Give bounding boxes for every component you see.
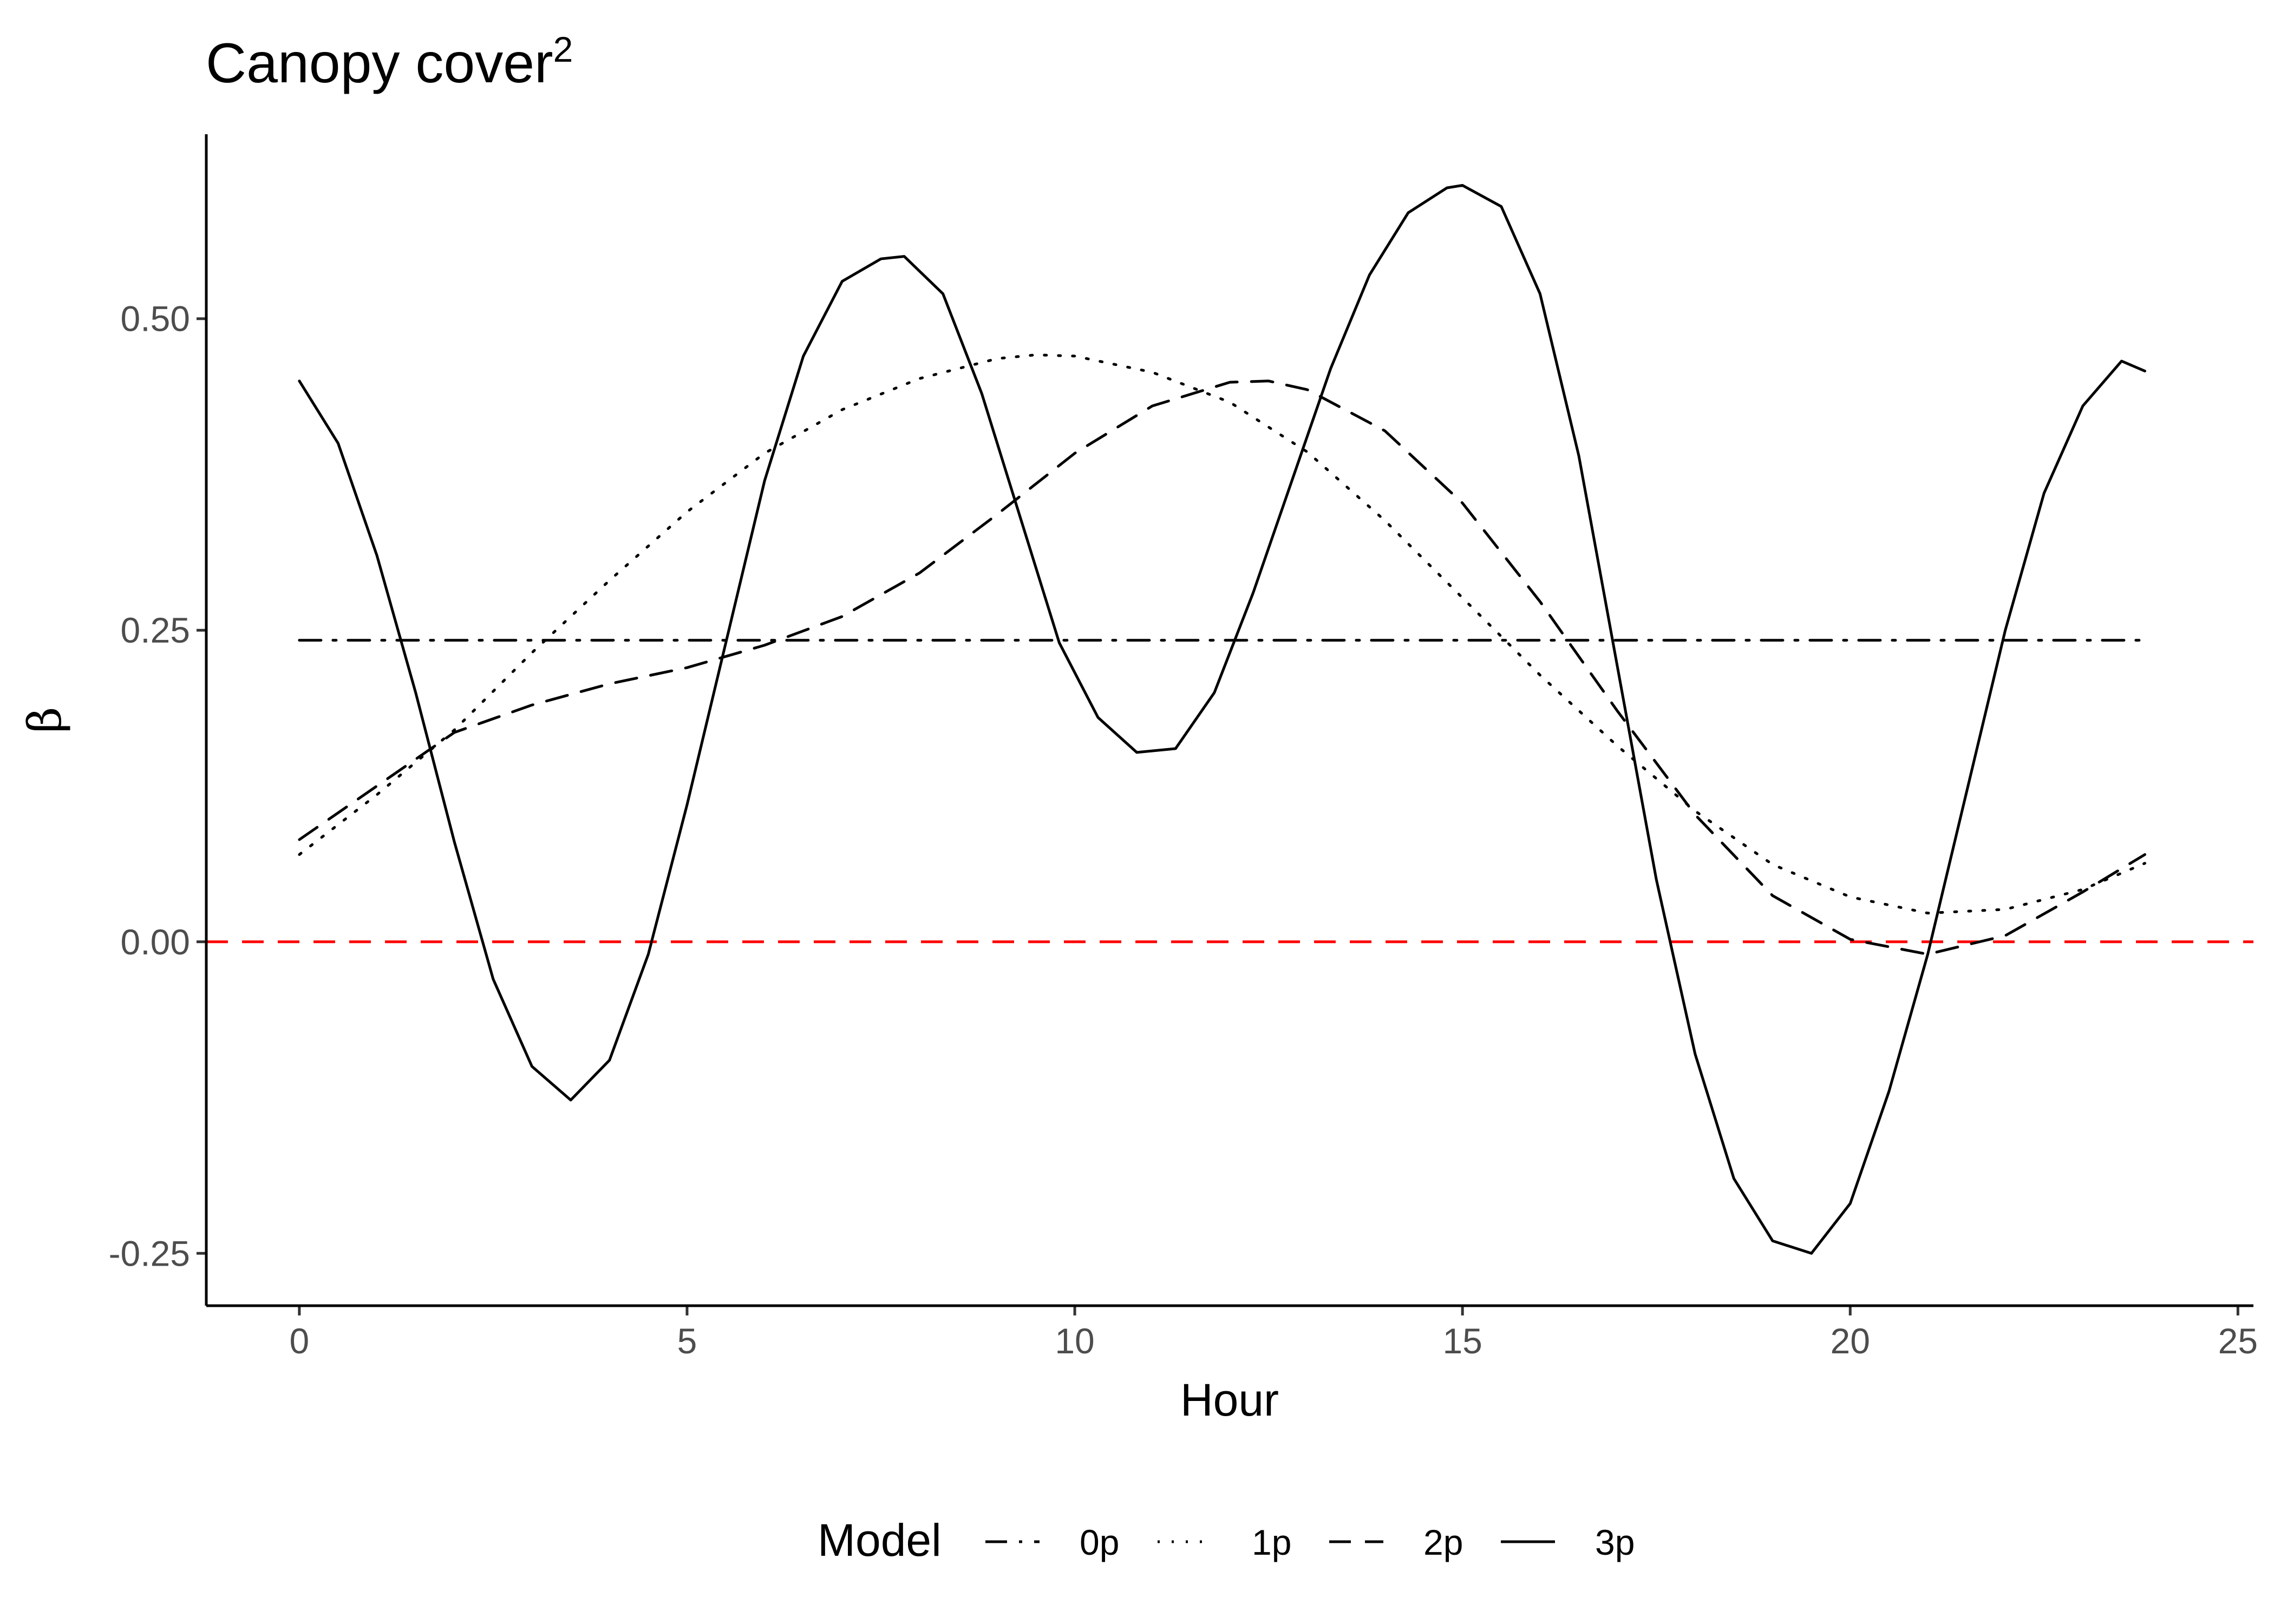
legend-label-3p: 3p: [1595, 1522, 1635, 1562]
series-line-3p: [298, 184, 2146, 1255]
y-tick-label: 0.25: [121, 610, 190, 650]
chart-title-superscript: 2: [553, 29, 573, 69]
series-line-2p: [298, 379, 2146, 956]
x-tick-label: 20: [1831, 1321, 1870, 1361]
plot-area: [206, 184, 2253, 1255]
x-tick-label: 0: [290, 1321, 310, 1361]
legend-label-1p: 1p: [1252, 1522, 1291, 1562]
x-tick-label: 10: [1055, 1321, 1094, 1361]
legend-label-2p: 2p: [1423, 1522, 1463, 1562]
x-tick-label: 25: [2218, 1321, 2258, 1361]
x-tick-label: 15: [1442, 1321, 1482, 1361]
x-tick-label: 5: [677, 1321, 697, 1361]
y-axis-ticks: -0.25 0.00 0.25 0.50: [109, 299, 206, 1273]
legend: Model 0p 1p 2p 3p: [818, 1515, 1635, 1566]
x-axis-label: Hour: [1180, 1374, 1279, 1425]
y-tick-label: 0.00: [121, 922, 190, 962]
y-tick-label: -0.25: [109, 1233, 190, 1273]
y-tick-label: 0.50: [121, 299, 190, 339]
chart-title: Canopy cover2: [206, 29, 573, 95]
y-axis-label: β: [18, 707, 71, 734]
legend-title: Model: [818, 1515, 942, 1566]
series-line-1p: [298, 353, 2146, 915]
legend-label-0p: 0p: [1080, 1522, 1119, 1562]
x-axis-ticks: 0 5 10 15 20 25: [290, 1306, 2258, 1361]
chart-title-text: Canopy cover: [206, 32, 553, 95]
